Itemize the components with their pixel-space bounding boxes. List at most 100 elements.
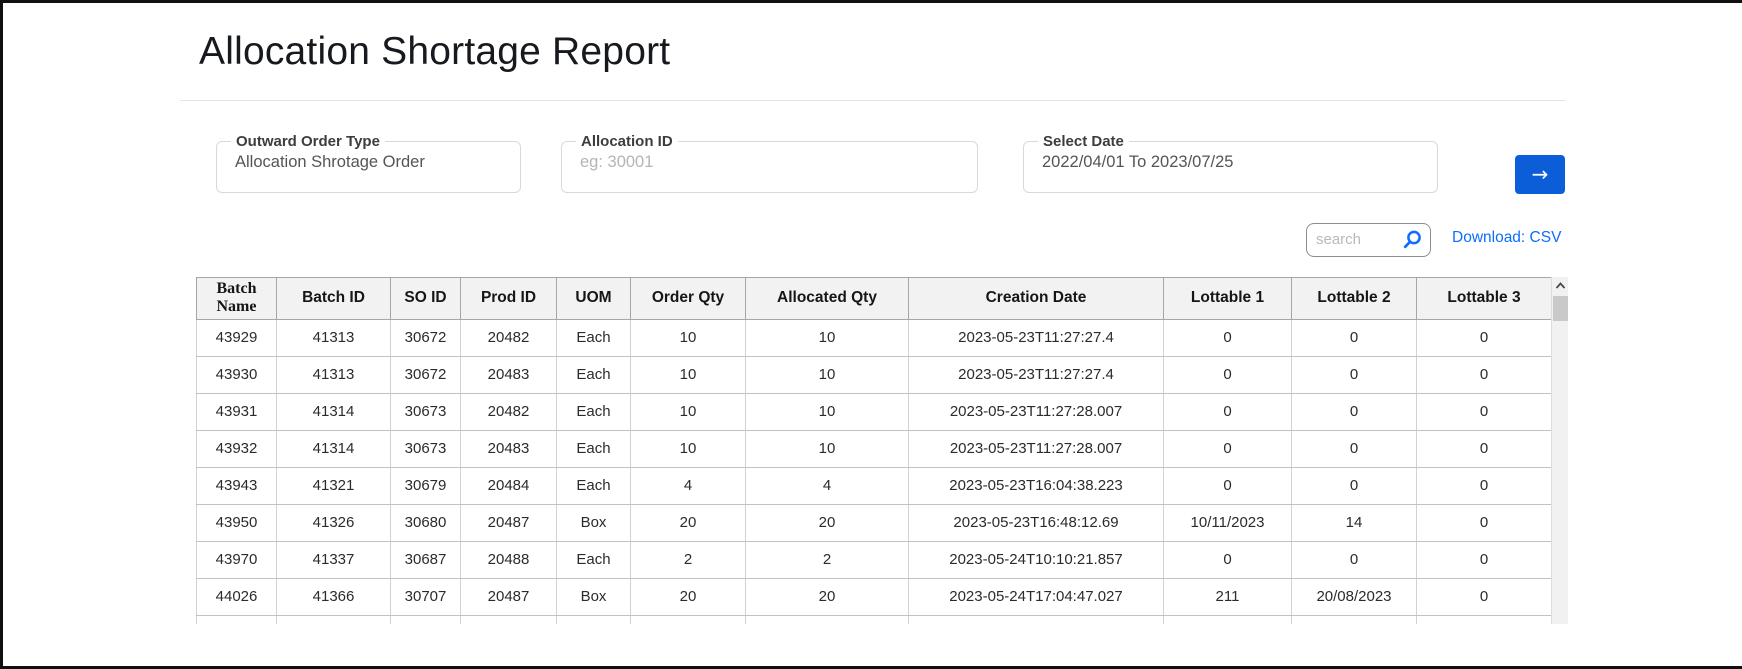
- table-row: 43970 41337 30687 20488 Each 2 2 2023-05-24T10:…: [196, 540, 1552, 579]
- table-cell: 0: [1163, 392, 1292, 431]
- table-cell: 10: [630, 318, 746, 357]
- table-cell: 30673: [390, 429, 461, 468]
- table-cell: 0: [1416, 540, 1552, 579]
- column-header: Prod ID: [460, 277, 557, 320]
- table-cell: 20488: [460, 540, 557, 579]
- table-cell: Each: [556, 429, 631, 468]
- table-cell: 2023-05-23T11:27:27.4: [908, 355, 1164, 394]
- table-cell: 0: [1291, 392, 1417, 431]
- table-row: 43950 41326 30680 20487 Box 20 20 2023-05-23T16…: [196, 503, 1552, 542]
- select-date-value[interactable]: 2022/04/01 To 2023/07/25: [1042, 152, 1234, 171]
- table-cell: 20483: [460, 355, 557, 394]
- table-cell: 2: [630, 540, 746, 579]
- column-header: Creation Date: [908, 277, 1164, 320]
- table-cell: 4: [745, 466, 909, 505]
- table-cell: [745, 614, 909, 624]
- table-cell: [908, 614, 1164, 624]
- table-cell: 10: [745, 355, 909, 394]
- table-cell: 30687: [390, 540, 461, 579]
- table-cell: 4: [630, 466, 746, 505]
- table-cell: 30673: [390, 392, 461, 431]
- table-cell: 20/08/2023: [1291, 577, 1417, 616]
- table-cell: 0: [1163, 318, 1292, 357]
- table-cell: 0: [1291, 466, 1417, 505]
- table-cell: 20: [630, 503, 746, 542]
- table-row: 43930 41313 30672 20483 Each 10 10 2023-05-23T1…: [196, 355, 1552, 394]
- table-cell: 10: [745, 429, 909, 468]
- table-cell: 30679: [390, 466, 461, 505]
- table-row: 43929 41313 30672 20482 Each 10 10 2023-05-23T1…: [196, 318, 1552, 357]
- table-cell: 0: [1416, 355, 1552, 394]
- table-cell: 0: [1291, 540, 1417, 579]
- page: Allocation Shortage Report Outward Order…: [3, 3, 1742, 666]
- search-input[interactable]: [1316, 224, 1401, 254]
- table-cell: 2023-05-24T10:10:21.857: [908, 540, 1164, 579]
- table-cell: 20487: [460, 503, 557, 542]
- table-cell: 0: [1163, 355, 1292, 394]
- table-cell: 20482: [460, 318, 557, 357]
- allocation-id-input[interactable]: eg: 30001: [580, 152, 654, 171]
- outward-order-type-field[interactable]: Outward Order Type Allocation Shrotage O…: [216, 134, 521, 193]
- submit-button[interactable]: →: [1515, 155, 1565, 194]
- column-header: Batch Name: [196, 277, 277, 320]
- table-cell: 10: [630, 392, 746, 431]
- table-cell: 41366: [276, 577, 391, 616]
- table-cell: 2023-05-24T17:04:47.027: [908, 577, 1164, 616]
- table-cell: Each: [556, 466, 631, 505]
- column-header: UOM: [556, 277, 631, 320]
- table-cell: Each: [556, 540, 631, 579]
- table-cell: [460, 614, 557, 624]
- table-cell: 0: [1416, 577, 1552, 616]
- scrollbar-up-button[interactable]: [1552, 277, 1568, 295]
- table-cell: 2023-05-23T16:04:38.223: [908, 466, 1164, 505]
- title-divider: [180, 100, 1566, 101]
- table-row: 43931 41314 30673 20482 Each 10 10 2023-05-23T1…: [196, 392, 1552, 431]
- table-scrollbar[interactable]: [1551, 277, 1568, 624]
- column-header: Allocated Qty: [745, 277, 909, 320]
- table-row: 43932 41314 30673 20483 Each 10 10 2023-05-23T1…: [196, 429, 1552, 468]
- table-cell: 0: [1163, 429, 1292, 468]
- table-cell: 211: [1163, 577, 1292, 616]
- search-box[interactable]: [1306, 223, 1431, 257]
- column-header: Lottable 1: [1163, 277, 1292, 320]
- table-cell: 20: [630, 577, 746, 616]
- table-cell: 2023-05-23T11:27:27.4: [908, 318, 1164, 357]
- table-row: 44026 41366 30707 20487 Box 20 20 2023-05-24T17…: [196, 577, 1552, 616]
- download-csv-link[interactable]: Download: CSV: [1452, 229, 1562, 246]
- column-header: Lottable 3: [1416, 277, 1552, 320]
- table-cell: 41337: [276, 540, 391, 579]
- table-cell: [630, 614, 746, 624]
- table-cell: [1291, 614, 1417, 624]
- table-cell: 41314: [276, 392, 391, 431]
- table-cell: 41313: [276, 318, 391, 357]
- table-cell: [556, 614, 631, 624]
- table-cell: 2023-05-23T11:27:28.007: [908, 429, 1164, 468]
- allocation-id-label: Allocation ID: [581, 133, 673, 150]
- table-cell: 2023-05-23T16:48:12.69: [908, 503, 1164, 542]
- page-title: Allocation Shortage Report: [199, 30, 671, 73]
- table-cell: 10/11/2023: [1163, 503, 1292, 542]
- report-table: Batch Name Batch ID SO ID Prod ID UOM Order Q…: [196, 277, 1552, 624]
- table-cell: 20482: [460, 392, 557, 431]
- table-cell: 41326: [276, 503, 391, 542]
- arrow-right-icon: →: [1531, 162, 1549, 186]
- select-date-field[interactable]: Select Date 2022/04/01 To 2023/07/25: [1023, 134, 1438, 193]
- report-table-container: Batch Name Batch ID SO ID Prod ID UOM Order Q…: [196, 277, 1568, 624]
- chevron-up-icon: [1555, 282, 1566, 289]
- table-cell: 43950: [196, 503, 277, 542]
- table-cell: 44026: [196, 577, 277, 616]
- outward-order-type-value[interactable]: Allocation Shrotage Order: [235, 152, 425, 171]
- allocation-id-field[interactable]: Allocation ID eg: 30001: [561, 134, 978, 193]
- table-cell: 0: [1416, 392, 1552, 431]
- table-cell: [196, 614, 277, 624]
- table-cell: 0: [1416, 503, 1552, 542]
- table-cell: 30672: [390, 318, 461, 357]
- table-cell: 43970: [196, 540, 277, 579]
- scrollbar-thumb[interactable]: [1553, 296, 1568, 321]
- table-cell: 0: [1291, 429, 1417, 468]
- search-icon[interactable]: [1401, 229, 1423, 256]
- table-cell: [1416, 614, 1552, 624]
- table-header-row: Batch Name Batch ID SO ID Prod ID UOM Order Q…: [196, 277, 1552, 320]
- table-cell: 43931: [196, 392, 277, 431]
